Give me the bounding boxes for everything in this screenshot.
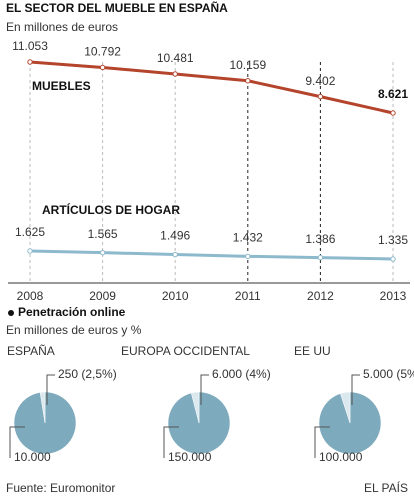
value-label: 1.565 — [88, 227, 118, 241]
subtitle: En millones de euros — [6, 20, 118, 34]
x-tick-label: 2010 — [162, 289, 189, 303]
leader-line — [351, 374, 360, 405]
x-tick-label: 2009 — [89, 289, 116, 303]
point — [245, 78, 251, 84]
value-label: 1.432 — [233, 230, 263, 244]
value-label: 1.335 — [378, 233, 408, 247]
series-label: ARTÍCULOS DE HOGAR — [42, 202, 180, 217]
point — [172, 251, 178, 258]
series-line — [29, 60, 394, 115]
point — [390, 110, 396, 116]
value-label: 11.053 — [12, 39, 48, 53]
x-tick-label: 2013 — [380, 289, 407, 303]
point — [27, 59, 33, 65]
slice-label: 250 (2,5%) — [58, 367, 117, 381]
pie-title: ESPAÑA — [7, 344, 55, 358]
point — [99, 249, 106, 256]
pie-slice — [190, 391, 200, 424]
leader-line — [163, 426, 179, 458]
value-label: 8.621 — [378, 87, 408, 101]
value-label: 1.496 — [160, 229, 190, 243]
slice-label: 6.000 (4%) — [212, 367, 271, 381]
pie-slice — [39, 391, 46, 424]
point — [245, 253, 251, 260]
point — [172, 71, 178, 77]
value-label: 9.402 — [305, 74, 335, 88]
pie-title: EE UU — [294, 344, 331, 358]
slice-label: 5.000 (5%) — [363, 367, 414, 381]
series-label: MUEBLES — [32, 79, 91, 93]
slice-label: 150.000 — [168, 450, 212, 464]
slice-label: 10.000 — [14, 450, 51, 464]
pie-title: EUROPA OCCIDENTAL — [121, 344, 250, 358]
title: EL SECTOR DEL MUEBLE EN ESPAÑA — [6, 0, 228, 15]
source: Fuente: Euromonitor — [6, 481, 115, 495]
series-line — [29, 249, 394, 261]
credit: EL PAÍS — [364, 480, 408, 495]
leader-line — [9, 426, 25, 458]
section-subtitle: En millones de euros y % — [6, 323, 142, 337]
value-label: 1.386 — [305, 232, 335, 246]
x-tick-label: 2012 — [307, 289, 334, 303]
leader-line — [200, 374, 209, 405]
leader-line — [46, 374, 55, 405]
value-label: 1.625 — [15, 225, 45, 239]
value-label: 10.159 — [229, 58, 266, 72]
value-label: 10.792 — [84, 45, 121, 59]
point — [99, 64, 106, 71]
x-tick-label: 2011 — [235, 289, 261, 303]
pie-slice — [340, 391, 351, 424]
slice-label: 100.000 — [319, 450, 363, 464]
x-tick-label: 2008 — [17, 289, 44, 303]
leader-line — [314, 426, 330, 458]
section-title: Penetración online — [18, 305, 126, 319]
point — [317, 254, 324, 261]
value-label: 10.481 — [157, 51, 194, 65]
bullet — [8, 310, 14, 316]
point — [27, 248, 33, 254]
point — [390, 256, 396, 262]
point — [317, 93, 324, 100]
